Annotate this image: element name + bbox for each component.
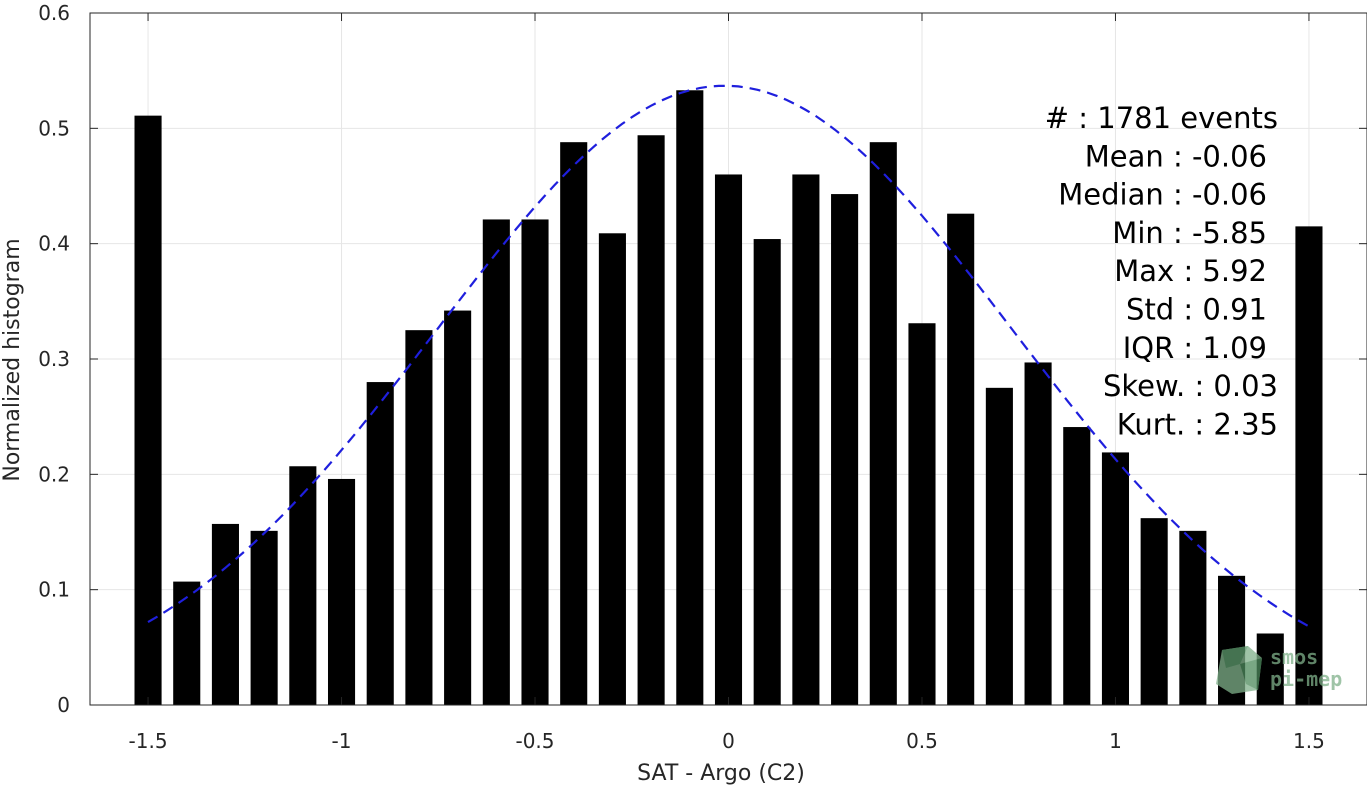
histogram-bar	[405, 330, 433, 705]
histogram-bar	[1140, 518, 1168, 705]
histogram-bar	[211, 523, 239, 705]
histogram-bar	[560, 142, 588, 705]
x-tick-label: -1	[332, 729, 352, 753]
histogram-bars	[134, 90, 1323, 706]
y-tick-label: 0.6	[38, 1, 70, 25]
x-tick-label: 0.5	[906, 729, 938, 753]
histogram-bar	[714, 174, 743, 705]
stat-line: IQR : 1.09	[1123, 331, 1267, 365]
histogram-bar	[908, 323, 936, 705]
histogram-bar	[637, 135, 665, 706]
statistics-box: # : 1781 events Mean : -0.06 Median : -0.0…	[1045, 101, 1278, 441]
histogram-bar	[482, 219, 510, 706]
histogram-bar	[366, 382, 394, 705]
smos-pi-mep-watermark: smos pi-mep	[1216, 645, 1342, 694]
watermark-line2: pi-mep	[1270, 667, 1342, 691]
x-tick-label: 1.5	[1293, 729, 1325, 753]
histogram-bar	[327, 478, 356, 705]
histogram-bar	[444, 310, 472, 705]
histogram-bar	[947, 213, 975, 705]
histogram-bar	[1024, 362, 1052, 705]
stat-line: Min : -5.85	[1112, 216, 1267, 250]
histogram-bar	[1101, 452, 1130, 705]
x-tick-label: 0	[722, 729, 735, 753]
histogram-bar	[1063, 427, 1091, 705]
normal-fit-curve	[147, 84, 1310, 628]
x-tick-label: 1	[1109, 729, 1122, 753]
stat-line: Kurt. : 2.35	[1117, 407, 1278, 441]
watermark-line1: smos	[1270, 645, 1318, 669]
y-tick-label: 0.3	[38, 347, 70, 371]
stat-line: Max : 5.92	[1114, 254, 1267, 288]
x-axis-label: SAT - Argo (C2)	[637, 761, 805, 786]
stat-line: Mean : -0.06	[1085, 139, 1267, 173]
y-tick-label: 0.5	[38, 116, 70, 140]
x-tick-label: -1.5	[129, 729, 168, 753]
y-tick-label: 0.2	[38, 462, 70, 486]
histogram-bar	[1179, 530, 1207, 705]
x-axis-ticks: -1.5 -1 -0.5 0 0.5 1 1.5	[129, 13, 1325, 753]
stat-line: Median : -0.06	[1058, 178, 1267, 212]
logo-icon	[1216, 646, 1262, 694]
x-tick-label: -0.5	[515, 729, 554, 753]
histogram-bar	[1256, 633, 1284, 705]
histogram-bar	[289, 466, 317, 705]
y-tick-label: 0.1	[38, 578, 70, 602]
histogram-bar	[134, 115, 162, 705]
histogram-bar	[831, 194, 859, 705]
stat-line: Std : 0.91	[1126, 293, 1267, 327]
histogram-bar	[250, 530, 278, 705]
histogram-bar	[1295, 226, 1323, 705]
histogram-bar	[792, 174, 820, 705]
histogram-bar	[598, 233, 626, 705]
stat-line: # : 1781 events	[1045, 101, 1278, 135]
y-axis-label: Normalized histogram	[0, 238, 25, 481]
histogram-bar	[173, 581, 201, 705]
histogram-bar	[753, 239, 781, 705]
y-tick-label: 0	[57, 693, 70, 717]
histogram-bar	[869, 142, 897, 705]
y-axis-ticks: 0 0.1 0.2 0.3 0.4 0.5 0.6	[38, 1, 1367, 717]
y-tick-label: 0.4	[38, 232, 70, 256]
histogram-bar	[521, 219, 549, 706]
histogram-bar	[985, 387, 1013, 705]
stat-line: Skew. : 0.03	[1103, 369, 1278, 403]
histogram-bar	[676, 90, 704, 706]
